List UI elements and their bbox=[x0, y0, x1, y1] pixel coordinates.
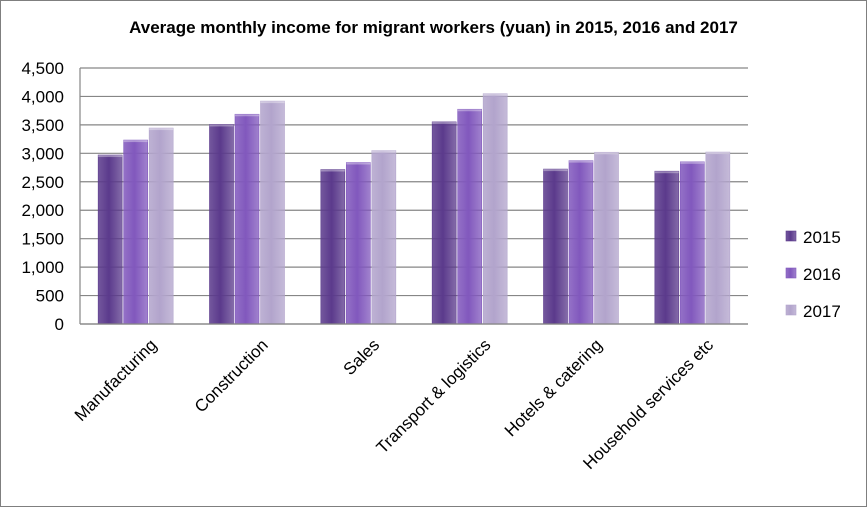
x-category-label: Transport & logistics bbox=[373, 335, 495, 457]
bar-2016-household-services-etc bbox=[680, 161, 705, 325]
x-category-label: Household services etc bbox=[579, 335, 717, 473]
bar-cap bbox=[654, 171, 679, 174]
bar-cap bbox=[680, 161, 705, 164]
bar-cap bbox=[98, 155, 123, 158]
plot-area bbox=[80, 68, 748, 324]
bar-2015-manufacturing bbox=[97, 154, 123, 325]
y-tick-label: 4,000 bbox=[21, 87, 64, 106]
legend-swatch-2017 bbox=[785, 304, 797, 316]
bar-cap bbox=[457, 109, 482, 112]
bar-2015-hotels-catering bbox=[543, 168, 568, 325]
bar-2017-sales bbox=[371, 150, 397, 325]
bar-cap bbox=[320, 169, 345, 172]
y-tick-label: 2,500 bbox=[21, 173, 64, 192]
bar-cap bbox=[543, 169, 568, 172]
x-category-label: Construction bbox=[191, 335, 272, 416]
bar-cap bbox=[432, 121, 457, 124]
bar-cap bbox=[346, 162, 371, 165]
bar-cap bbox=[371, 150, 396, 153]
legend-label-2017: 2017 bbox=[803, 302, 841, 321]
y-tick-label: 1,500 bbox=[21, 230, 64, 249]
legend-swatch-2015 bbox=[785, 230, 797, 242]
bar-cap bbox=[123, 140, 148, 143]
bar-2016-manufacturing bbox=[123, 139, 148, 325]
x-category-label: Manufacturing bbox=[71, 335, 161, 425]
legend-label-2015: 2015 bbox=[803, 228, 841, 247]
bar-2016-construction bbox=[234, 113, 260, 325]
bar-2017-manufacturing bbox=[148, 127, 174, 325]
x-category-label: Sales bbox=[340, 335, 384, 379]
bar-cap bbox=[260, 101, 285, 104]
bar-2015-sales bbox=[320, 169, 346, 325]
bar-2016-hotels-catering bbox=[568, 160, 594, 325]
y-tick-label: 1,000 bbox=[21, 258, 64, 277]
bar-cap bbox=[705, 152, 730, 155]
bar-cap bbox=[569, 160, 593, 163]
legend-label-2016: 2016 bbox=[803, 265, 841, 284]
bar-2016-sales bbox=[346, 162, 371, 325]
x-category-label: Hotels & catering bbox=[501, 335, 606, 440]
y-tick-label: 4,500 bbox=[21, 59, 64, 78]
legend-swatch-2016 bbox=[785, 267, 797, 279]
bar-2017-construction bbox=[260, 100, 285, 325]
bar-2017-transport-logistics bbox=[482, 93, 508, 325]
bar-2015-construction bbox=[209, 124, 234, 325]
y-tick-label: 0 bbox=[55, 315, 64, 334]
bar-2017-hotels-catering bbox=[594, 151, 619, 325]
bar-2017-household-services-etc bbox=[705, 151, 731, 325]
bar-2015-household-services-etc bbox=[654, 170, 680, 325]
bar-2015-transport-logistics bbox=[431, 121, 457, 325]
y-tick-label: 500 bbox=[36, 287, 64, 306]
bar-cap bbox=[483, 93, 508, 96]
chart-title: Average monthly income for migrant worke… bbox=[129, 18, 738, 37]
bar-2016-transport-logistics bbox=[457, 108, 482, 325]
bar-cap bbox=[209, 124, 234, 127]
y-tick-label: 2,000 bbox=[21, 201, 64, 220]
bar-cap bbox=[235, 114, 259, 117]
bar-cap bbox=[149, 128, 174, 131]
bar-cap bbox=[594, 152, 619, 155]
y-tick-label: 3,500 bbox=[21, 116, 64, 135]
y-tick-label: 3,000 bbox=[21, 144, 64, 163]
